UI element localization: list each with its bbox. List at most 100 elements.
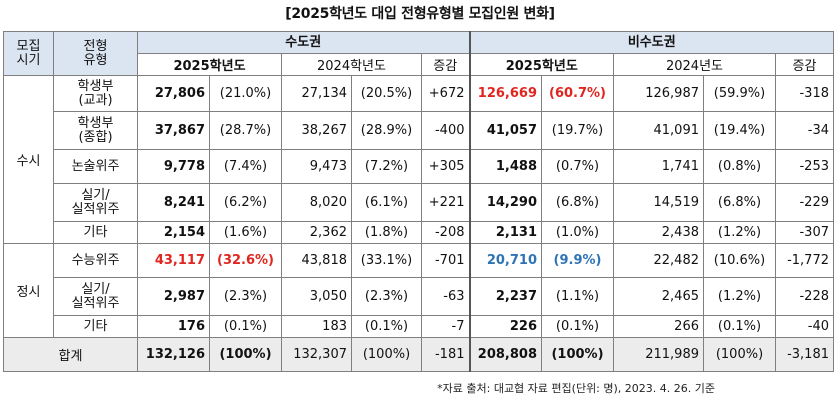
noncapital-total-change: -3,181: [775, 337, 834, 372]
capital-2025-value: 176: [137, 315, 210, 338]
capital-change: -7: [421, 315, 470, 338]
noncapital-2025-value: 226: [468, 315, 542, 338]
capital-2024-pct: (20.5%): [351, 75, 422, 112]
table-row: 학생부 (종합) 37,867 (28.7%) 38,267 (28.9%) -…: [4, 111, 834, 150]
noncapital-2024-value: 126,987: [613, 75, 704, 112]
capital-2024-value: 38,267: [281, 111, 352, 150]
type-cell: 논술위주: [53, 149, 138, 184]
table-row: 기타 176 (0.1%) 183 (0.1%) -7 226 (0.1%) 2…: [4, 315, 834, 338]
capital-change: -400: [421, 111, 470, 150]
capital-2025-pct: (7.4%): [209, 149, 282, 184]
source-note: *자료 출처: 대교협 자료 편집(단위: 명), 2023. 4. 26. 기…: [437, 382, 715, 395]
noncapital-2024-pct: (1.2%): [703, 277, 776, 316]
table-row: 실기/ 실적위주 2,987 (2.3%) 3,050 (2.3%) -63 2…: [4, 277, 834, 316]
capital-2025-pct: (1.6%): [209, 221, 282, 244]
type-header-text: 전형 유형: [83, 38, 108, 68]
type-label: 수능위주: [71, 252, 120, 268]
noncapital-2025-pct: (1.1%): [541, 277, 614, 316]
noncapital-2025-value: 1,488: [468, 149, 542, 184]
capital-2024-value: 8,020: [281, 183, 352, 222]
noncapital-2024-pct: (6.8%): [703, 183, 776, 222]
period-header: 모집 시기: [3, 31, 54, 76]
noncapital-2025-pct: (60.7%): [541, 75, 614, 112]
capital-2025-total-pct: (100%): [209, 337, 282, 372]
table-row: 정시 수능위주 43,117 (32.6%) 43,818 (33.1%) -7…: [3, 243, 834, 338]
noncapital-change: -34: [775, 111, 834, 150]
capital-2025-pct: (28.7%): [209, 111, 282, 150]
noncapital-2025-pct: (6.8%): [541, 183, 614, 222]
admissions-table: 모집 시기 전형 유형 수도권 비수도권 2025학년도 2024학년도 증감 …: [3, 31, 834, 372]
capital-change: +221: [421, 183, 470, 222]
group-jeongsi: 정시: [3, 243, 54, 338]
noncapital-2025-pct: (1.0%): [541, 221, 614, 244]
capital-2024-pct: (0.1%): [351, 315, 422, 338]
type-cell: 학생부 (교과): [53, 75, 138, 112]
capital-change: +305: [421, 149, 470, 184]
type-cell: 실기/ 실적위주: [53, 183, 138, 222]
noncapital-2024-total-pct: (100%): [703, 337, 776, 372]
noncapital-2024-value: 266: [613, 315, 704, 338]
capital-2025-value: 2,987: [137, 277, 210, 316]
noncapital-change-header: 증감: [775, 53, 834, 76]
noncapital-change: -228: [775, 277, 834, 316]
type-cell: 기타: [53, 315, 138, 338]
type-cell: 수능위주: [53, 243, 138, 278]
capital-2024-pct: (7.2%): [351, 149, 422, 184]
noncapital-2024-pct: (19.4%): [703, 111, 776, 150]
total-row: 합계 132,126 (100%) 132,307 (100%) -181 20…: [3, 337, 834, 372]
table-row: 실기/ 실적위주 8,241 (6.2%) 8,020 (6.1%) +221 …: [4, 183, 834, 222]
capital-change: -208: [421, 221, 470, 244]
noncapital-2024-pct: (0.8%): [703, 149, 776, 184]
capital-change: -701: [421, 243, 470, 278]
type-label: 학생부 (종합): [77, 115, 114, 145]
noncapital-header: 비수도권: [468, 31, 834, 54]
capital-2025-value: 8,241: [137, 183, 210, 222]
type-cell: 학생부 (종합): [53, 111, 138, 150]
table-row: 논술위주 9,778 (7.4%) 9,473 (7.2%) +305 1,48…: [4, 149, 834, 184]
noncapital-2024-value: 22,482: [613, 243, 704, 278]
noncapital-2024-value: 14,519: [613, 183, 704, 222]
noncapital-2025-value: 41,057: [468, 111, 542, 150]
noncapital-change: -1,772: [775, 243, 834, 278]
group-susi: 수시: [3, 75, 54, 244]
capital-2024-value: 43,818: [281, 243, 352, 278]
capital-2024-total-pct: (100%): [351, 337, 422, 372]
capital-2024-pct: (28.9%): [351, 111, 422, 150]
capital-2024-total: 132,307: [281, 337, 352, 372]
capital-change: -63: [421, 277, 470, 316]
noncapital-2024-pct: (59.9%): [703, 75, 776, 112]
noncapital-2024-value: 41,091: [613, 111, 704, 150]
table-title: [2025학년도 대입 전형유형별 모집인원 변화]: [285, 6, 555, 22]
capital-2025-pct: (32.6%): [209, 243, 282, 278]
capital-2024-pct: (2.3%): [351, 277, 422, 316]
capital-2024-pct: (1.8%): [351, 221, 422, 244]
noncapital-2025-value: 2,237: [468, 277, 542, 316]
noncapital-2024-value: 1,741: [613, 149, 704, 184]
capital-2025-value: 2,154: [137, 221, 210, 244]
type-header: 전형 유형: [53, 31, 138, 76]
type-cell: 기타: [53, 221, 138, 244]
capital-2025-pct: (21.0%): [209, 75, 282, 112]
capital-2024-value: 9,473: [281, 149, 352, 184]
noncapital-2025-value: 20,710: [468, 243, 542, 278]
noncapital-2024-pct: (10.6%): [703, 243, 776, 278]
capital-2024-value: 183: [281, 315, 352, 338]
type-label: 학생부 (교과): [77, 78, 114, 108]
noncapital-2025-pct: (0.7%): [541, 149, 614, 184]
capital-2025-value: 9,778: [137, 149, 210, 184]
table-row: 수시 학생부 (교과) 27,806 (21.0%) 27,134 (20.5%…: [3, 75, 834, 244]
capital-header: 수도권: [137, 31, 470, 54]
capital-2024-value: 3,050: [281, 277, 352, 316]
capital-change-header: 증감: [421, 53, 470, 76]
table-row: 기타 2,154 (1.6%) 2,362 (1.8%) -208 2,131 …: [4, 221, 834, 244]
type-label: 논술위주: [71, 158, 120, 174]
noncapital-2024-value: 2,438: [613, 221, 704, 244]
capital-total-change: -181: [421, 337, 470, 372]
capital-2025-pct: (2.3%): [209, 277, 282, 316]
noncapital-change: -40: [775, 315, 834, 338]
noncapital-2025-value: 14,290: [468, 183, 542, 222]
noncapital-change: -253: [775, 149, 834, 184]
type-cell: 실기/ 실적위주: [53, 277, 138, 316]
type-label: 실기/ 실적위주: [71, 187, 120, 217]
noncapital-year-2025: 2025학년도: [468, 53, 614, 76]
